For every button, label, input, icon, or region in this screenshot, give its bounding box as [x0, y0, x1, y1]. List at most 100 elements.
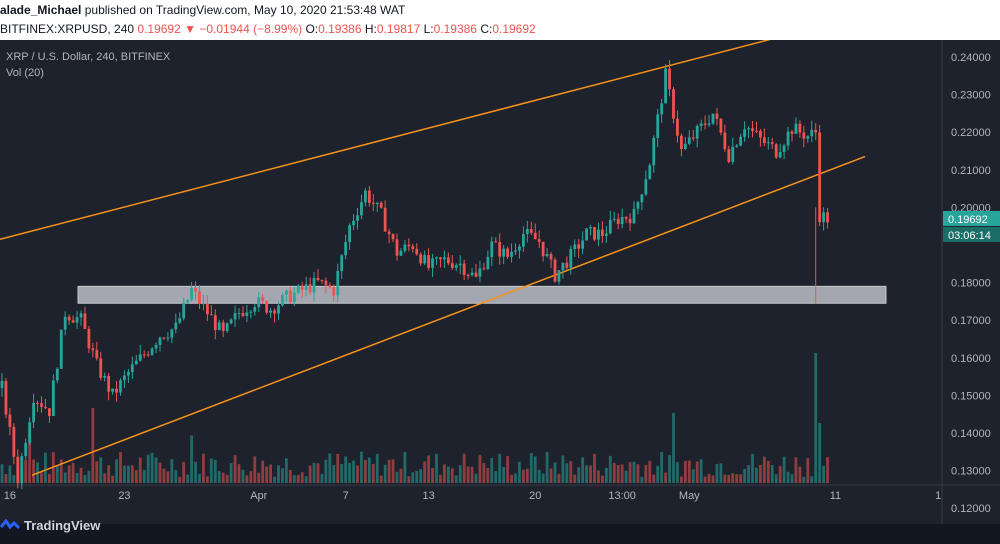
volume-bar [759, 464, 762, 483]
candle-body [312, 277, 316, 293]
volume-bar [537, 469, 541, 483]
tradingview-logo-icon [0, 518, 20, 529]
volume-bar [486, 468, 490, 483]
volume-bar [352, 460, 355, 483]
candle-body [51, 380, 55, 416]
chart-area[interactable]: 0.24000 0.23000 0.22000 0.21000 0.20000 0.180… [0, 40, 1000, 524]
volume-bar [324, 459, 328, 483]
candle-body [269, 310, 272, 313]
candle-body [691, 137, 695, 139]
candle-body [502, 248, 506, 257]
volume-bar [415, 470, 419, 483]
volume-bar [174, 470, 178, 483]
candle-body [233, 313, 237, 320]
volume-bar [217, 471, 221, 483]
candle-body [12, 426, 16, 457]
close-value: 0.19692 [492, 22, 536, 36]
volume-bar [281, 468, 284, 483]
candle-body [371, 202, 375, 205]
author-name[interactable]: alade_Michael [0, 3, 82, 17]
candle-body [581, 240, 585, 249]
volume-bar [423, 461, 427, 483]
volume-bar [794, 457, 798, 483]
candle-body [577, 244, 581, 249]
candle-body [454, 265, 458, 268]
volume-bar [545, 451, 549, 483]
volume-bar [63, 472, 67, 483]
candle-body [198, 291, 201, 304]
candle-body [676, 118, 679, 136]
volume-bar [715, 464, 719, 483]
volume-bar [656, 465, 660, 483]
candle-body [802, 132, 806, 139]
volume-bar [778, 466, 782, 483]
candle-body [127, 371, 130, 376]
volume-bar [636, 464, 640, 483]
volume-bar [608, 455, 612, 483]
volume-bar [565, 463, 569, 483]
volume-bar [525, 468, 529, 483]
price-chart[interactable]: 0.240000.230000.220000.210000.200000.180… [0, 40, 1000, 524]
candle-body [229, 319, 233, 324]
price-tick-label: 0.22000 [951, 127, 991, 139]
volume-bar [454, 475, 458, 483]
volume-bar [379, 475, 383, 483]
candle-body [770, 142, 774, 145]
volume-bar [676, 462, 679, 483]
price-tick-label: 0.21000 [951, 165, 991, 177]
price-tick-label: 0.14000 [951, 428, 991, 440]
volume-bar [316, 463, 320, 483]
candle-body [178, 318, 182, 323]
candle-body [478, 268, 482, 277]
candle-body [751, 128, 754, 131]
candle-body [415, 248, 419, 255]
tradingview-brand[interactable]: TradingView [0, 518, 100, 533]
countdown-label: 03:06:14 [948, 230, 991, 242]
candle-body [470, 272, 474, 276]
volume-bar [810, 476, 814, 483]
volume-bar [59, 459, 63, 483]
volume-bar [202, 453, 205, 483]
candle-body [202, 303, 205, 305]
volume-bar [640, 476, 644, 483]
volume-legend: Vol (20) [6, 67, 44, 79]
volume-bar [561, 455, 565, 483]
candle-body [608, 219, 612, 234]
volume-bar [557, 473, 561, 483]
time-tick-label: 20 [529, 490, 541, 502]
volume-bar [529, 453, 533, 483]
price-tick-label: 0.17000 [951, 315, 991, 327]
candle-body [249, 311, 253, 313]
candle-body [648, 165, 652, 180]
candle-body [324, 280, 328, 286]
volume-bar [727, 474, 731, 483]
volume-bar [12, 474, 16, 483]
candle-body [656, 114, 660, 138]
candle-body [597, 229, 600, 240]
time-tick-label: 23 [118, 490, 130, 502]
candle-body [450, 263, 454, 268]
volume-bar [790, 474, 794, 483]
volume-bar [186, 474, 190, 483]
candle-body [762, 137, 766, 143]
candle-body [822, 212, 825, 223]
volume-bar [691, 469, 695, 483]
symbol-line: BITFINEX:XRPUSD, 240 0.19692 ▼ −0.01944 … [0, 22, 536, 36]
candle-body [601, 229, 604, 236]
brand-name: TradingView [24, 518, 101, 533]
candle-body [273, 310, 276, 314]
candle-body [549, 254, 553, 260]
volume-bar [723, 474, 727, 483]
candle-body [63, 316, 67, 330]
time-tick-label: 13:00 [608, 490, 636, 502]
candle-body [245, 312, 249, 316]
volume-bar [115, 459, 118, 483]
candle-body [79, 313, 83, 318]
candle-body [146, 354, 150, 356]
candle-body [103, 375, 107, 378]
candle-body [593, 227, 596, 240]
volume-bar [364, 460, 367, 483]
candle-body [636, 202, 640, 209]
volume-bar [308, 465, 312, 483]
candle-body [336, 270, 340, 296]
